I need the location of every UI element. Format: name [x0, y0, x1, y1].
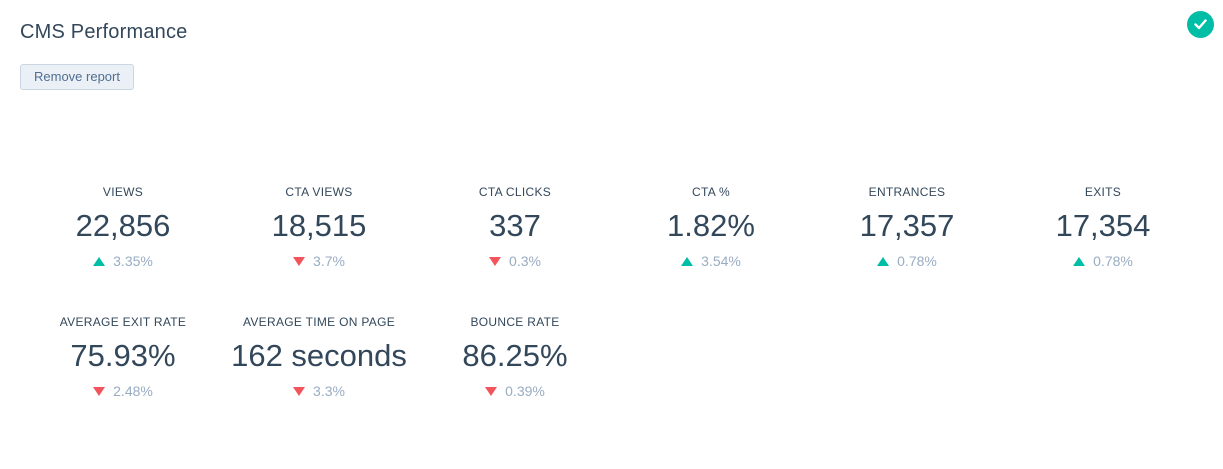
- saved-status-badge: [1187, 11, 1214, 38]
- metric-card: BOUNCE RATE 86.25% 0.39%: [417, 315, 613, 400]
- remove-report-button[interactable]: Remove report: [20, 64, 134, 90]
- metric-label: ENTRANCES: [868, 185, 946, 199]
- metric-value: 162 seconds: [231, 338, 407, 373]
- metric-label: CTA CLICKS: [478, 185, 552, 199]
- trend-down-icon: [293, 256, 306, 266]
- metric-delta: 0.3%: [417, 252, 613, 270]
- metric-delta: 3.54%: [613, 252, 809, 270]
- check-icon: [1194, 19, 1207, 30]
- metric-value: 18,515: [271, 208, 367, 243]
- metric-card: CTA % 1.82% 3.54%: [613, 185, 809, 270]
- metric-card: ENTRANCES 17,357 0.78%: [809, 185, 1005, 270]
- metric-delta-value: 3.35%: [113, 253, 153, 269]
- metric-delta-value: 0.78%: [1093, 253, 1133, 269]
- metric-label: CTA %: [692, 185, 730, 199]
- metric-label: AVERAGE EXIT RATE: [59, 315, 187, 329]
- trend-down-icon: [93, 386, 106, 396]
- metric-label: AVERAGE TIME ON PAGE: [242, 315, 396, 329]
- trend-down-icon: [485, 386, 498, 396]
- metric-value: 75.93%: [70, 338, 176, 373]
- trend-up-icon: [877, 256, 890, 266]
- metric-delta-value: 0.3%: [509, 253, 541, 269]
- metric-delta-value: 3.7%: [313, 253, 345, 269]
- metric-value: 337: [489, 208, 541, 243]
- metric-label: VIEWS: [102, 185, 144, 199]
- metric-label: BOUNCE RATE: [470, 315, 560, 329]
- metric-delta-value: 3.3%: [313, 383, 345, 399]
- trend-up-icon: [1073, 256, 1086, 266]
- metric-delta: 3.35%: [25, 252, 221, 270]
- trend-up-icon: [681, 256, 694, 266]
- metric-label: CTA VIEWS: [285, 185, 353, 199]
- metric-delta-value: 0.39%: [505, 383, 545, 399]
- trend-down-icon: [489, 256, 502, 266]
- metric-delta: 3.3%: [221, 382, 417, 400]
- metric-card: EXITS 17,354 0.78%: [1005, 185, 1201, 270]
- page-title: CMS Performance: [20, 21, 188, 43]
- trend-up-icon: [93, 256, 106, 266]
- metric-delta-value: 2.48%: [113, 383, 153, 399]
- metric-value: 17,354: [1055, 208, 1151, 243]
- metric-card: CTA CLICKS 337 0.3%: [417, 185, 613, 270]
- metric-value: 86.25%: [462, 338, 568, 373]
- metric-value: 17,357: [859, 208, 955, 243]
- metric-delta-value: 0.78%: [897, 253, 937, 269]
- metric-delta: 2.48%: [25, 382, 221, 400]
- metric-delta: 0.39%: [417, 382, 613, 400]
- metric-delta: 0.78%: [809, 252, 1005, 270]
- metric-delta: 3.7%: [221, 252, 417, 270]
- metric-value: 1.82%: [667, 208, 755, 243]
- metric-delta-value: 3.54%: [701, 253, 741, 269]
- metric-delta: 0.78%: [1005, 252, 1201, 270]
- metric-value: 22,856: [75, 208, 171, 243]
- metric-label: EXITS: [1084, 185, 1122, 199]
- metric-card: AVERAGE EXIT RATE 75.93% 2.48%: [25, 315, 221, 400]
- trend-down-icon: [293, 386, 306, 396]
- metrics-grid: VIEWS 22,856 3.35% CTA VIEWS 18,515 3.7% CTA C…: [25, 185, 1201, 400]
- metric-card: CTA VIEWS 18,515 3.7%: [221, 185, 417, 270]
- metric-card: VIEWS 22,856 3.35%: [25, 185, 221, 270]
- metric-card: AVERAGE TIME ON PAGE 162 seconds 3.3%: [221, 315, 417, 400]
